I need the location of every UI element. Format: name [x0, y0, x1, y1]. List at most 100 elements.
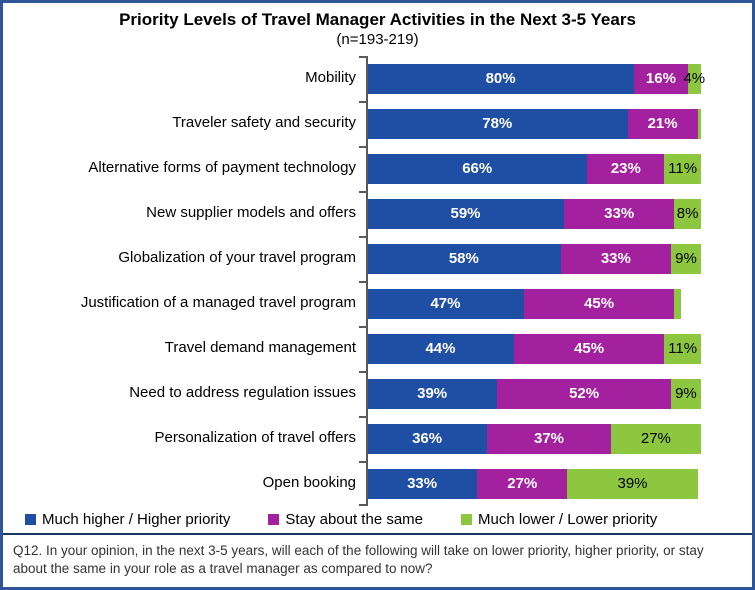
bar-segment: 52%	[497, 378, 671, 409]
axis-tick	[359, 56, 367, 58]
bar-segment: 45%	[523, 288, 675, 319]
bar-segment	[674, 288, 681, 319]
axis-tick	[359, 281, 367, 283]
chart-row: Personalization of travel offers 36% 37% 27…	[3, 416, 752, 461]
bar-segment: 4%	[683, 63, 705, 94]
segment-value-label: 78%	[482, 115, 513, 132]
category-label: Globalization of your travel program	[118, 249, 356, 267]
segment-value-label: 9%	[675, 250, 697, 267]
axis-tick	[359, 101, 367, 103]
bar-segment: 23%	[587, 153, 665, 184]
category-label: Alternative forms of payment technology	[88, 159, 356, 177]
axis-tick	[359, 146, 367, 148]
segment-value-label: 36%	[412, 430, 443, 447]
segment-value-label: 66%	[462, 160, 493, 177]
stacked-bar: 47% 45%	[367, 288, 701, 319]
legend: Much higher / Higher priority Stay about …	[3, 506, 752, 533]
segment-value-label: 33%	[600, 250, 631, 267]
axis-tick	[359, 461, 367, 463]
axis-tick	[359, 371, 367, 373]
stacked-bar: 80% 16% 4%	[367, 63, 705, 94]
category-axis	[366, 56, 368, 506]
bar-segment: 59%	[367, 198, 565, 229]
legend-item: Much lower / Lower priority	[461, 511, 657, 528]
chart-row: Globalization of your travel program 58% 3…	[3, 236, 752, 281]
bar-segment: 8%	[674, 198, 701, 229]
axis-tick	[359, 191, 367, 193]
bar-segment: 39%	[567, 468, 698, 499]
legend-label: Stay about the same	[285, 511, 424, 528]
legend-label: Much lower / Lower priority	[478, 511, 658, 528]
bar-segment: 58%	[367, 243, 561, 274]
axis-tick	[359, 416, 367, 418]
segment-value-label: 4%	[683, 70, 706, 87]
legend-swatch	[461, 514, 473, 525]
divider-line	[3, 533, 752, 535]
stacked-bar: 36% 37% 27%	[367, 423, 701, 454]
legend-item: Stay about the same	[268, 511, 423, 528]
segment-value-label: 16%	[645, 70, 676, 87]
axis-tick	[359, 326, 367, 328]
segment-value-label: 9%	[675, 385, 697, 402]
chart-row: New supplier models and offers 59% 33% 8%	[3, 191, 752, 236]
category-label: Traveler safety and security	[172, 114, 356, 132]
bar-segment: 44%	[367, 333, 514, 364]
bar-segment: 33%	[560, 243, 671, 274]
bar-segment: 39%	[367, 378, 498, 409]
bar-segment: 45%	[513, 333, 665, 364]
segment-value-label: 47%	[430, 295, 461, 312]
segment-value-label: 45%	[574, 340, 605, 357]
chart-row: Alternative forms of payment technology 6…	[3, 146, 752, 191]
category-label: Open booking	[262, 474, 356, 492]
bar-segment: 21%	[627, 108, 698, 139]
segment-value-label: 39%	[417, 385, 448, 402]
category-label: Need to address regulation issues	[129, 384, 356, 402]
segment-value-label: 33%	[407, 475, 438, 492]
bar-segment: 78%	[367, 108, 628, 139]
chart-row: Travel demand management 44% 45% 11%	[3, 326, 752, 371]
segment-value-label: 23%	[610, 160, 641, 177]
segment-value-label: 44%	[425, 340, 456, 357]
segment-value-label: 58%	[448, 250, 479, 267]
category-label: Mobility	[305, 69, 356, 87]
chart-subtitle: (n=193-219)	[336, 31, 419, 48]
chart-row: Need to address regulation issues 39% 52% 9…	[3, 371, 752, 416]
segment-value-label: 27%	[640, 430, 671, 447]
segment-value-label: 11%	[668, 160, 698, 177]
bar-segment: 27%	[610, 423, 701, 454]
axis-tick	[359, 504, 367, 506]
segment-value-label: 39%	[617, 475, 648, 492]
segment-value-label: 27%	[507, 475, 538, 492]
segment-value-label: 11%	[668, 340, 698, 357]
bar-segment: 47%	[367, 288, 524, 319]
chart-row: Traveler safety and security 78% 21%	[3, 101, 752, 146]
bar-segment: 33%	[367, 468, 478, 499]
bar-chart: Mobility 80% 16% 4% Traveler safety and secu…	[3, 56, 752, 506]
segment-value-label: 80%	[485, 70, 516, 87]
segment-value-label: 21%	[647, 115, 678, 132]
stacked-bar: 78% 21%	[367, 108, 701, 139]
chart-row: Justification of a managed travel progra…	[3, 281, 752, 326]
segment-value-label: 37%	[534, 430, 565, 447]
bar-segment: 9%	[670, 378, 701, 409]
bar-segment: 33%	[564, 198, 675, 229]
bar-segment: 80%	[367, 63, 635, 94]
bar-segment: 9%	[670, 243, 701, 274]
stacked-bar: 58% 33% 9%	[367, 243, 701, 274]
legend-label: Much higher / Higher priority	[42, 511, 231, 528]
bar-segment: 27%	[477, 468, 568, 499]
stacked-bar: 44% 45% 11%	[367, 333, 701, 364]
segment-value-label: 59%	[450, 205, 481, 222]
axis-tick	[359, 236, 367, 238]
bar-segment: 11%	[664, 333, 701, 364]
stacked-bar: 39% 52% 9%	[367, 378, 701, 409]
bar-segment: 66%	[367, 153, 588, 184]
category-label: Travel demand management	[164, 339, 356, 357]
bar-segment: 37%	[487, 423, 611, 454]
stacked-bar: 33% 27% 39%	[367, 468, 701, 499]
stacked-bar: 66% 23% 11%	[367, 153, 701, 184]
segment-value-label: 33%	[604, 205, 635, 222]
chart-title: Priority Levels of Travel Manager Activi…	[119, 10, 636, 29]
legend-swatch	[25, 514, 36, 525]
